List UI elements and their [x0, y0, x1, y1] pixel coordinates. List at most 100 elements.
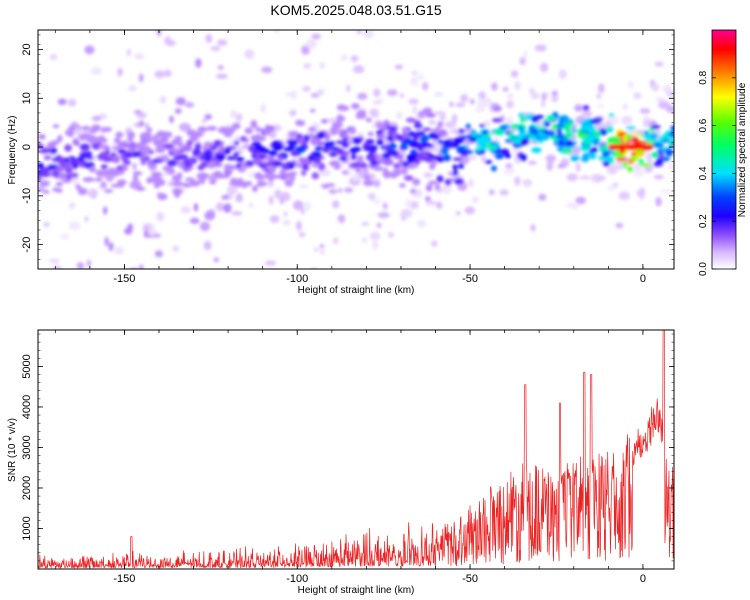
snr-x-axis-label: Height of straight line (km) — [298, 585, 415, 596]
spectrogram-cell — [223, 203, 232, 213]
spectrogram-cell — [346, 84, 351, 93]
spectrogram-cell — [492, 130, 500, 135]
spectrogram-cell — [649, 132, 659, 140]
spectrogram-cell — [580, 119, 591, 126]
spectrogram-cell — [530, 224, 536, 232]
spectrogram-cell — [124, 151, 134, 158]
spectrogram-cell — [540, 99, 546, 108]
spectrogram-y-ticks: -20 -10 0 10 20 — [21, 30, 674, 270]
spectrogram-cell — [308, 126, 317, 132]
spectrogram-cell — [255, 127, 263, 132]
spectrogram-cell — [484, 136, 492, 143]
spectrogram-cell — [591, 119, 597, 125]
spectrogram-cell — [633, 92, 642, 100]
spectrogram-cell — [268, 195, 274, 205]
spectrogram-cell — [437, 139, 443, 145]
spectrogram-cell — [38, 186, 45, 192]
spectrogram-cell — [384, 122, 391, 127]
spectrogram-cell — [538, 126, 547, 131]
spectrogram-cell — [127, 141, 137, 149]
spectrogram-cell — [229, 181, 240, 186]
spectrogram-cell — [413, 120, 421, 126]
spectrogram-cell — [362, 30, 374, 39]
spectrogram-cell — [505, 163, 513, 169]
spectrogram-cell — [132, 171, 143, 176]
spectrogram-cell — [218, 145, 226, 153]
spectrogram-cell — [279, 197, 285, 205]
spectrogram-cell — [339, 105, 350, 111]
spectrogram-cell — [509, 123, 520, 130]
spectrogram-cell — [537, 132, 546, 137]
spectrogram-cell — [531, 115, 540, 123]
spectrogram-cell — [130, 13, 136, 23]
spectrogram-cell — [65, 167, 73, 174]
spectrogram-cell — [570, 154, 580, 162]
spectrogram-cell — [329, 129, 338, 136]
spectrogram-cell — [47, 164, 59, 169]
spectrogram-cell — [97, 137, 108, 144]
spectrogram-cell — [452, 157, 463, 162]
spectrogram-cell — [372, 240, 379, 250]
spectrogram-cell — [296, 220, 302, 231]
spectrogram-cell — [650, 125, 661, 130]
spectrogram-cell — [351, 103, 360, 110]
spectrogram-cell — [300, 169, 307, 176]
spectrogram-cell — [622, 161, 628, 169]
spectrogram-cell — [557, 163, 566, 169]
spectrogram-cell — [423, 172, 433, 178]
spectrogram-cell — [235, 113, 243, 123]
spectrogram-cell — [300, 207, 305, 215]
spectrogram-cell — [485, 143, 493, 148]
spectrogram-cell — [494, 153, 504, 160]
spectrogram-cell — [444, 178, 452, 186]
spectrogram-cell — [135, 186, 146, 192]
spectrogram-cell — [405, 117, 416, 123]
spectrogram-cell — [618, 191, 630, 200]
spectrogram-cell — [658, 100, 670, 110]
snr-panel: -150 -100 -50 0 1000 2000 3000 4000 5000 Height… — [7, 329, 675, 596]
spectrogram-cell — [421, 81, 429, 91]
spectrogram-cell — [464, 206, 476, 215]
spectrogram-cell — [39, 302, 50, 308]
spectrogram-cell — [82, 177, 95, 183]
spectrogram-cell — [213, 140, 222, 147]
spectrogram-cell — [455, 211, 461, 216]
spectrogram-cell — [141, 135, 149, 140]
spectrogram-cell — [159, 95, 167, 104]
spectrogram-cell — [84, 216, 89, 222]
spectrogram-cell — [152, 159, 163, 163]
spectrogram-cell — [316, 88, 325, 96]
spectrogram-cell — [453, 177, 464, 185]
spectrogram-cell — [81, 133, 92, 139]
spectrogram-cell — [336, 148, 345, 155]
spectrogram-cell — [605, 126, 614, 133]
spectrogram-cell — [204, 113, 212, 120]
spectrogram-cell — [142, 224, 150, 233]
spectrogram-cell — [302, 201, 312, 211]
spectrogram-cell — [600, 144, 610, 152]
spectrogram-cell — [143, 230, 149, 238]
spectrogram-cell — [388, 132, 394, 137]
spectrogram-cell — [151, 171, 163, 178]
spectrogram-cell — [265, 125, 275, 132]
spectrogram-cell — [582, 152, 591, 159]
spectrogram-cell — [77, 161, 85, 167]
spectrogram-cell — [433, 92, 444, 97]
spectrogram-cell — [48, 23, 59, 29]
spectrogram-cell — [608, 113, 615, 118]
spectrogram-cell — [402, 143, 408, 149]
spectrogram-cell — [237, 168, 246, 173]
spectrogram-cell — [519, 57, 526, 66]
spectrogram-cell — [153, 182, 160, 189]
spectrogram-cell — [324, 142, 331, 149]
spectrogram-cell — [479, 123, 485, 128]
spectrogram-cell — [406, 153, 418, 161]
spectrogram-cell — [401, 126, 408, 133]
spectrogram-cell — [556, 122, 565, 129]
spectrogram-cell — [92, 137, 100, 142]
spectrogram-cell — [256, 136, 267, 141]
spectrogram-cell — [376, 129, 383, 135]
spectrogram-cell — [342, 137, 349, 142]
spectrogram-cell — [376, 133, 386, 140]
spectrogram-cell — [556, 128, 562, 134]
